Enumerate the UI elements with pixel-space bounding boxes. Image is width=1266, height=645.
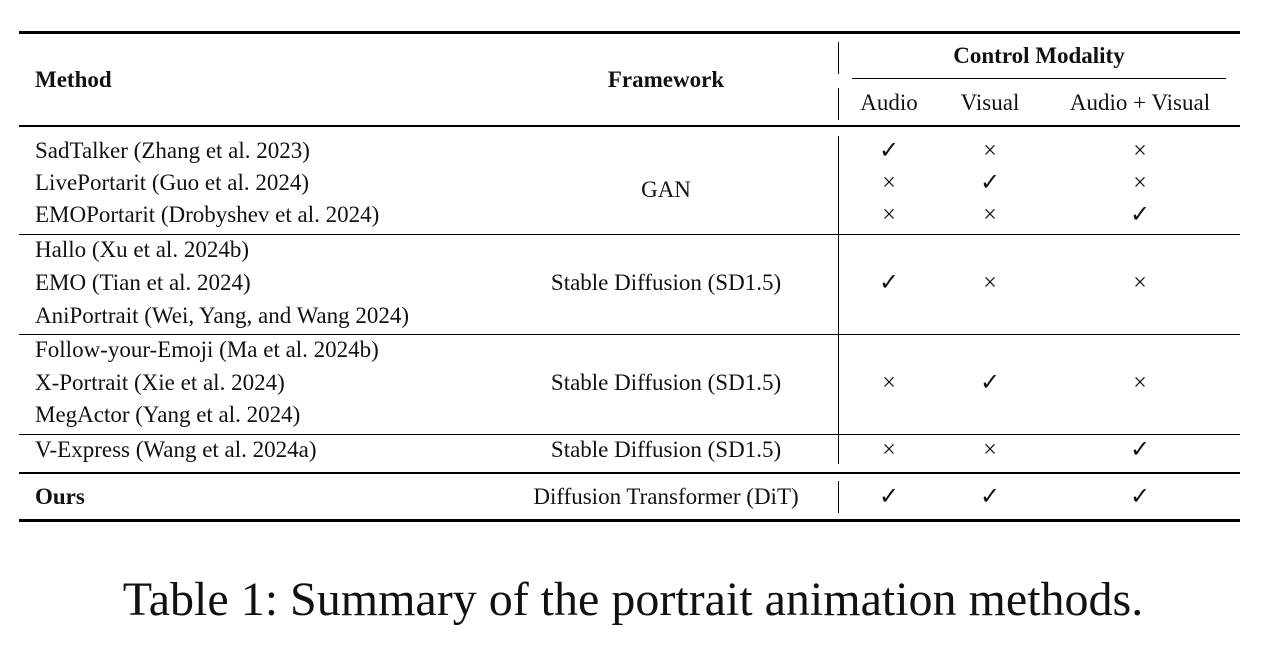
group-divider	[19, 334, 1240, 335]
method-cell: Follow-your-Emoji (Ma et al. 2024b)	[35, 337, 379, 362]
check-mark: ✓	[979, 170, 1001, 196]
method-cell: EMO (Tian et al. 2024)	[35, 270, 251, 295]
header-visual: Visual	[960, 90, 1020, 115]
cross-mark: ×	[983, 437, 997, 463]
cross-mark: ×	[1133, 170, 1147, 196]
table-caption: Table 1: Summary of the portrait animati…	[122, 573, 1144, 626]
cross-mark: ×	[1133, 270, 1147, 296]
header-framework: Framework	[607, 67, 725, 92]
framework-cell: Stable Diffusion (SD1.5)	[550, 270, 782, 295]
cross-mark: ×	[1133, 370, 1147, 396]
method-cell: MegActor (Yang et al. 2024)	[35, 402, 301, 427]
cross-mark: ×	[882, 437, 896, 463]
ours-top-rule	[19, 472, 1240, 474]
cross-mark: ×	[983, 270, 997, 296]
column-separator	[838, 88, 839, 120]
method-cell: V-Express (Wang et al. 2024a)	[35, 437, 317, 462]
column-separator	[838, 136, 839, 464]
check-mark: ✓	[1129, 202, 1151, 228]
header-control-modality: Control Modality	[953, 43, 1125, 68]
header-audio-visual: Audio + Visual	[1069, 90, 1211, 115]
framework-cell-ours: Diffusion Transformer (DiT)	[533, 484, 799, 509]
framework-cell: Stable Diffusion (SD1.5)	[550, 370, 782, 395]
check-mark: ✓	[1129, 484, 1151, 510]
method-cell: Hallo (Xu et al. 2024b)	[35, 237, 249, 262]
method-cell: AniPortrait (Wei, Yang, and Wang 2024)	[35, 303, 410, 328]
header-bottom-rule	[19, 125, 1240, 127]
check-mark: ✓	[878, 484, 900, 510]
group-divider	[19, 234, 1240, 235]
header-method: Method	[35, 67, 112, 92]
cross-mark: ×	[983, 202, 997, 228]
header-midrule	[852, 78, 1226, 79]
method-cell: X-Portrait (Xie et al. 2024)	[35, 370, 285, 395]
cross-mark: ×	[882, 170, 896, 196]
cross-mark: ×	[1133, 138, 1147, 164]
check-mark: ✓	[1129, 437, 1151, 463]
header-audio: Audio	[860, 90, 918, 115]
method-cell: LivePortarit (Guo et al. 2024)	[35, 170, 310, 195]
framework-cell: Stable Diffusion (SD1.5)	[550, 437, 782, 462]
cross-mark: ×	[983, 138, 997, 164]
method-cell: EMOPortarit (Drobyshev et al. 2024)	[35, 202, 380, 227]
cross-mark: ×	[882, 202, 896, 228]
method-cell: SadTalker (Zhang et al. 2023)	[35, 138, 310, 163]
check-mark: ✓	[979, 370, 1001, 396]
top-rule	[19, 31, 1240, 34]
group-divider	[19, 434, 1240, 435]
method-cell-ours: Ours	[35, 484, 85, 509]
check-mark: ✓	[979, 484, 1001, 510]
cross-mark: ×	[882, 370, 896, 396]
column-separator	[838, 481, 839, 513]
framework-cell: GAN	[641, 177, 691, 202]
column-separator	[838, 42, 839, 74]
bottom-rule	[19, 519, 1240, 522]
check-mark: ✓	[878, 270, 900, 296]
check-mark: ✓	[878, 138, 900, 164]
